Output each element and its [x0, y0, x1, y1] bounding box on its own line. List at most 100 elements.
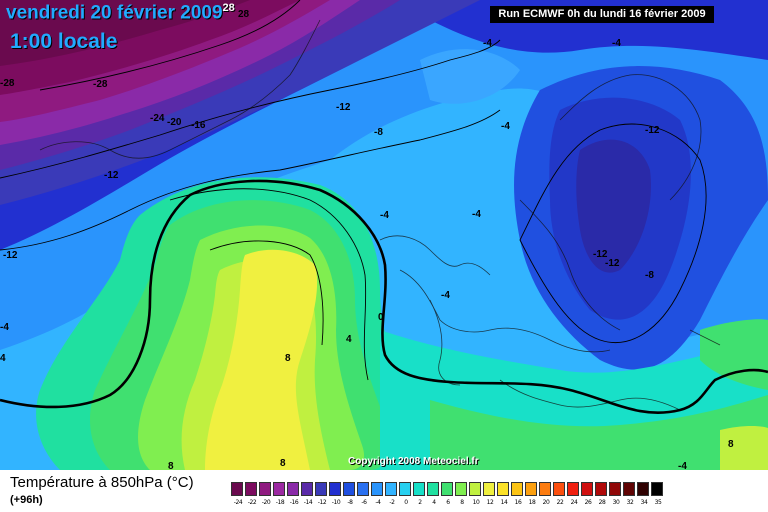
- isotherm-label: -12: [593, 249, 608, 260]
- color-scale-tick: 18: [528, 499, 536, 506]
- color-scale-tick: 4: [432, 499, 436, 506]
- color-scale-swatch: [455, 482, 467, 496]
- lead-time-label: (+96h): [10, 494, 43, 506]
- copyright-notice: Copyright 2008 Meteociel.fr: [348, 456, 479, 467]
- color-scale-swatch: [399, 482, 411, 496]
- color-scale-swatch: [273, 482, 285, 496]
- color-scale-tick: 8: [460, 499, 464, 506]
- color-scale-swatch: [441, 482, 453, 496]
- color-scale-swatch: [413, 482, 425, 496]
- isotherm-label: -20: [167, 117, 182, 128]
- color-scale-tick: -16: [289, 499, 299, 506]
- variable-label: Température à 850hPa (°C): [10, 474, 194, 491]
- color-scale-tick: 24: [570, 499, 578, 506]
- color-scale-swatch: [581, 482, 593, 496]
- color-scale-swatch: [357, 482, 369, 496]
- color-scale-swatch: [511, 482, 523, 496]
- isotherm-label: 8: [168, 461, 174, 470]
- legend-footer: Température à 850hPa (°C) (+96h) -24 -22-…: [0, 470, 768, 512]
- isotherm-label: -12: [645, 125, 660, 136]
- color-scale-ticks: -24 -22 -20 -18 -16 -14 -12 -10 -8 -6 -4 -2 0 2 4 6 8 10 1…: [231, 499, 665, 506]
- isotherm-label: -24: [150, 113, 165, 124]
- color-scale-tick: 2: [418, 499, 422, 506]
- color-scale-swatch: [539, 482, 551, 496]
- color-scale-swatch: [287, 482, 299, 496]
- isotherm-label: 4: [0, 353, 6, 364]
- color-scale-tick: -4: [375, 499, 381, 506]
- forecast-date-title: vendredi 20 février 200928: [6, 2, 235, 24]
- isotherm-label: 4: [346, 334, 352, 345]
- isotherm-label: -4: [472, 209, 481, 220]
- isotherm-label: -4: [0, 322, 9, 333]
- color-scale-swatch: [329, 482, 341, 496]
- isotherm-label: -4: [612, 38, 621, 49]
- color-scale-tick: 10: [472, 499, 480, 506]
- model-run-info: Run ECMWF 0h du lundi 16 février 2009: [490, 6, 714, 23]
- isotherm-label: -12: [3, 250, 18, 261]
- color-scale-tick: 14: [500, 499, 508, 506]
- color-scale-swatch: [595, 482, 607, 496]
- isotherm-label: -12: [605, 258, 620, 269]
- forecast-hour-title: 1:00 locale: [10, 30, 118, 53]
- color-scale-tick: -12: [317, 499, 327, 506]
- color-scale-swatch: [567, 482, 579, 496]
- isotherm-label: -4: [380, 210, 389, 221]
- color-scale-swatch: [371, 482, 383, 496]
- color-scale-swatch: [637, 482, 649, 496]
- isotherm-label: -4: [441, 290, 450, 301]
- isotherm-label: -28: [93, 79, 108, 90]
- isotherm-label: -12: [336, 102, 351, 113]
- isotherm-label: -4: [678, 461, 687, 470]
- color-scale-tick: -18: [275, 499, 285, 506]
- color-scale-tick: -22: [247, 499, 257, 506]
- color-scale-tick: -2: [389, 499, 395, 506]
- color-scale-swatch: [525, 482, 537, 496]
- color-scale-swatch: [343, 482, 355, 496]
- isotherm-label: 28: [238, 9, 250, 20]
- color-scale-swatch: [553, 482, 565, 496]
- isotherm-label: -4: [501, 121, 510, 132]
- color-scale-swatch: [259, 482, 271, 496]
- isotherm-label: 8: [285, 353, 291, 364]
- isotherm-label: 8: [728, 439, 734, 450]
- color-scale-tick: 6: [446, 499, 450, 506]
- color-scale-swatch: [245, 482, 257, 496]
- color-scale-tick: 30: [612, 499, 620, 506]
- color-scale-tick: 35: [654, 499, 662, 506]
- color-scale-swatch: [231, 482, 243, 496]
- isotherm-label: -16: [191, 120, 206, 131]
- color-scale-tick: 26: [584, 499, 592, 506]
- color-scale-tick: -24: [233, 499, 243, 506]
- color-scale-tick: 0: [404, 499, 408, 506]
- color-scale-tick: 28: [598, 499, 606, 506]
- color-scale: [231, 482, 665, 496]
- color-scale-swatch: [623, 482, 635, 496]
- color-scale-swatch: [385, 482, 397, 496]
- color-scale-tick: 34: [640, 499, 648, 506]
- isotherm-label: -4: [483, 38, 492, 49]
- color-scale-tick: 20: [542, 499, 550, 506]
- color-scale-swatch: [483, 482, 495, 496]
- isotherm-label: -28: [0, 78, 15, 89]
- isotherm-label: -8: [374, 127, 383, 138]
- color-scale-tick: 22: [556, 499, 564, 506]
- isotherm-label: -8: [645, 270, 654, 281]
- color-scale-swatch: [609, 482, 621, 496]
- color-scale-tick: -6: [361, 499, 367, 506]
- isotherm-label: -12: [104, 170, 119, 181]
- isotherm-label: 0: [378, 312, 384, 323]
- color-scale-swatch: [497, 482, 509, 496]
- weather-map: 28 -28 -24 -20 -16 -12 -8 -4 -4 -4 -4 -4…: [0, 0, 768, 470]
- color-scale-tick: 12: [486, 499, 494, 506]
- color-scale-tick: -14: [303, 499, 313, 506]
- isotherm-labels: 28 -28 -24 -20 -16 -12 -8 -4 -4 -4 -4 -4…: [0, 9, 734, 470]
- color-scale-tick: 32: [626, 499, 634, 506]
- temperature-field: 28 -28 -24 -20 -16 -12 -8 -4 -4 -4 -4 -4…: [0, 0, 768, 470]
- color-scale-tick: -20: [261, 499, 271, 506]
- color-scale-swatch: [427, 482, 439, 496]
- color-scale-tick: -10: [331, 499, 341, 506]
- isotherm-label: 8: [280, 458, 286, 469]
- color-scale-swatch: [315, 482, 327, 496]
- color-scale-swatch: [301, 482, 313, 496]
- color-scale-swatch: [469, 482, 481, 496]
